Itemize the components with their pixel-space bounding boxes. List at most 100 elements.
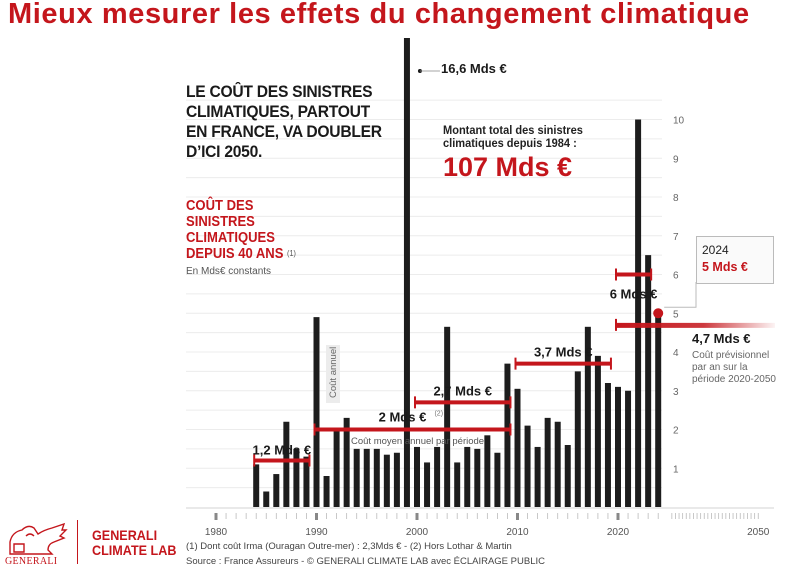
brand-name: GENERALI CLIMATE LAB — [92, 528, 176, 558]
x-tick — [732, 513, 734, 519]
x-tick — [426, 513, 428, 519]
generali-wordmark: GENERALI — [5, 556, 58, 567]
x-tick — [657, 513, 659, 519]
x-tick — [682, 513, 684, 519]
bar — [343, 417, 350, 507]
bar — [464, 446, 471, 507]
gridlines — [186, 99, 774, 509]
bar-label: Coût annuel — [328, 347, 339, 398]
total-value: 107 Mds € — [443, 152, 573, 182]
y-tick-label: 7 — [673, 232, 679, 243]
brand-line-1: GENERALI — [92, 527, 158, 543]
bar — [424, 462, 431, 507]
period-mean-label: 2,7 Mds € — [433, 383, 492, 398]
x-tick — [700, 513, 702, 519]
period-means: 1,2 Mds € 2 Mds € (2) 2,7 Mds € 3,7 Mds € 6 M… — [253, 268, 775, 467]
x-tick — [275, 513, 277, 519]
x-tick-label: 2010 — [506, 527, 529, 538]
x-tick — [346, 513, 348, 519]
x-tick — [366, 513, 368, 519]
x-tick — [725, 513, 727, 519]
x-tick — [671, 513, 673, 519]
x-tick — [678, 513, 680, 519]
bar — [544, 417, 551, 507]
x-tick — [557, 513, 559, 519]
bar — [594, 355, 601, 507]
legend-connector — [664, 282, 697, 308]
source-note: Source : France Assureurs - © GENERALI C… — [186, 556, 545, 567]
x-tick — [285, 513, 287, 519]
x-tick — [336, 513, 337, 519]
bar — [534, 446, 541, 507]
x-tick — [750, 513, 752, 519]
x-tick — [537, 513, 538, 519]
x-tick — [406, 513, 408, 519]
period-mean-label: 1,2 Mds € — [253, 443, 312, 458]
bar-label-bg — [326, 345, 340, 403]
page-title: Mieux mesurer les effets du changement c… — [8, 0, 750, 30]
x-tick — [547, 513, 549, 519]
x-tick — [497, 513, 498, 519]
x-tick — [714, 513, 716, 519]
x-tick — [436, 513, 438, 519]
x-tick — [627, 513, 629, 519]
x-tick — [729, 513, 730, 519]
bar — [444, 326, 451, 507]
bar — [414, 446, 420, 507]
x-tick — [214, 513, 218, 520]
bar — [263, 491, 270, 507]
bar — [303, 456, 310, 507]
x-tick — [527, 513, 528, 519]
x-tick — [476, 513, 478, 519]
highlight-dot — [653, 308, 664, 319]
x-tick — [296, 513, 297, 519]
x-tick — [265, 513, 267, 519]
y-tick-label: 4 — [673, 348, 679, 359]
bar — [434, 446, 441, 507]
period-mean-note: (2) — [434, 411, 443, 418]
x-tick-label: 1990 — [305, 527, 328, 538]
bar — [273, 474, 280, 507]
x-tick — [386, 513, 388, 519]
bar — [514, 388, 521, 507]
x-tick — [703, 513, 705, 519]
bar — [504, 363, 511, 507]
x-tick-label: 2000 — [406, 527, 429, 538]
bar — [584, 326, 591, 507]
period-mean-label: 6 Mds € — [610, 287, 658, 302]
x-tick — [456, 513, 458, 519]
x-tick — [685, 513, 687, 519]
projection-description: Coût prévisionnel par an sur la période … — [692, 350, 776, 385]
x-tick — [693, 513, 694, 519]
x-tick — [326, 513, 327, 519]
headline: LE COÛT DES SINISTRES CLIMATIQUES, PARTO… — [186, 82, 382, 161]
x-tick — [376, 513, 378, 519]
x-tick — [689, 513, 691, 519]
legend-year: 2024 — [702, 243, 729, 257]
bar — [323, 476, 330, 507]
legend-box — [696, 236, 774, 284]
x-tick — [486, 513, 488, 519]
mean-label: Coût moyen annuel par période — [351, 436, 484, 447]
x-tick — [245, 513, 247, 519]
projection-bar — [616, 322, 775, 328]
x-tick — [743, 513, 745, 519]
bar — [383, 454, 390, 507]
period-mean-label: 3,7 Mds € — [534, 345, 593, 360]
x-tick — [696, 513, 698, 519]
bar — [454, 462, 461, 507]
x-axis: 1980 1990 2000 2010 2020 2050 — [205, 513, 770, 538]
x-tick — [587, 513, 589, 519]
x-tick — [446, 513, 448, 519]
legend-value: 5 Mds € — [702, 260, 748, 274]
y-tick-label: 2 — [673, 426, 679, 437]
x-tick — [711, 513, 712, 519]
bar — [554, 421, 561, 507]
y-tick-label: 10 — [673, 116, 685, 127]
bar — [564, 445, 571, 507]
x-tick — [507, 513, 508, 519]
x-tick — [721, 513, 723, 519]
bars — [253, 38, 662, 507]
logo-divider — [77, 520, 78, 564]
bar — [313, 317, 320, 507]
